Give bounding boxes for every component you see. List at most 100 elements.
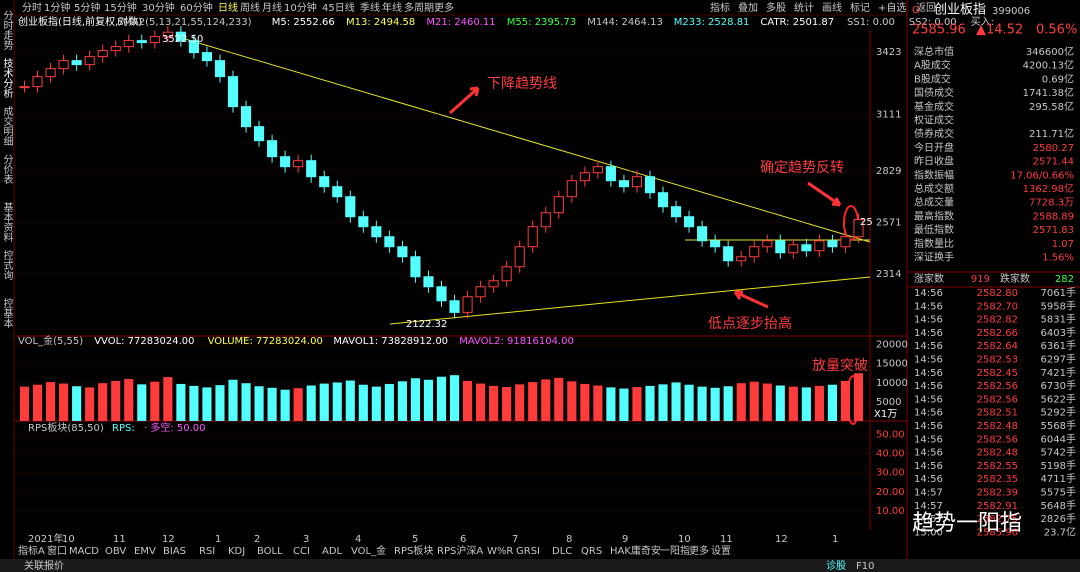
x-tick-label: 4 [355,534,361,545]
volume-bar [410,378,420,421]
tick-volume: 6044手 [1041,432,1076,445]
quote-label: 总成交量 [914,196,954,209]
indicator-value: VOL_金(5,55) [18,334,83,347]
tick-time: 14:56 [914,341,943,352]
x-tick-label: 7 [512,534,518,545]
volume-bar [215,385,225,421]
tick-time: 14:56 [914,421,943,432]
period-tab[interactable]: 30分钟 [142,1,175,14]
tool-button[interactable]: 多股 [766,1,786,14]
indicator-tab[interactable]: 窗口 [47,544,67,557]
breadth-value: 919 [971,274,990,285]
indicator-tab[interactable]: QRS [581,546,602,557]
side-tab[interactable]: 成交明细 [1,106,13,146]
candle [254,126,265,142]
indicator-tab[interactable]: RSI [199,546,215,557]
quote-value: 4200.13亿 [1023,59,1074,72]
period-tab[interactable]: 10分钟 [284,1,317,14]
side-tab[interactable]: 分时走势 [1,10,13,51]
volume-bar [580,383,590,421]
period-tab[interactable]: 5分钟 [74,1,100,14]
indicator-tab[interactable]: CCI [293,546,310,557]
quote-label: 总成交额 [914,182,954,195]
candle [553,196,564,214]
candle [214,60,226,78]
tick-time: 14:56 [914,301,943,312]
tool-button[interactable]: 指标 [710,1,730,14]
period-tab[interactable]: 周线 [240,1,260,14]
indicator-tab[interactable]: MACD [69,546,99,557]
status-button[interactable]: 诊股 [826,559,846,572]
tool-button[interactable]: 统计 [794,1,814,14]
indicator-value: MAVOL1: 73828912.00 [333,336,448,347]
indicator-tab[interactable]: RPS沪深A [437,544,483,557]
indicator-tab[interactable]: HAK庸奇安 [610,544,661,557]
indicator-tab[interactable]: EMV [134,546,156,557]
y-tick-label: 15000 [876,359,908,370]
indicator-tab[interactable]: W%R [487,546,513,557]
indicator-value: 创业板指(日线,前复权,对数) [18,15,142,28]
tick-time: 14:56 [914,461,943,472]
indicator-value: RPS板块(85,50) [28,421,104,434]
quote-value: 2571.83 [1033,225,1074,236]
indicator-tab[interactable]: BOLL [257,546,283,557]
quote-label: 指数振幅 [914,168,954,181]
indicator-tab[interactable]: 更多 [689,544,709,557]
indicator-tab[interactable]: BIAS [163,546,186,557]
period-tab[interactable]: 年线 [382,1,402,14]
period-tab[interactable]: 季线 [360,1,380,14]
tool-button[interactable]: +自选 [878,1,906,14]
period-tab[interactable]: 45日线 [322,1,355,14]
indicator-tab[interactable]: KDJ [228,546,245,557]
tick-price: 2582.66 [977,328,1018,339]
indicator-tab[interactable]: DLC [552,546,572,557]
candle [188,40,199,54]
period-tab[interactable]: 更多 [434,1,454,14]
side-tab[interactable]: 基本资料 [1,201,13,243]
period-tab[interactable]: 60分钟 [180,1,213,14]
indicator-tab[interactable]: ADL [322,546,343,557]
volume-bar [371,386,381,421]
indicator-value: VVOL: 77283024.00 [94,336,194,347]
period-tab[interactable]: 1分钟 [44,1,70,14]
watermark: 趋势一阳指 [912,511,1022,536]
tick-volume: 5958手 [1041,299,1076,312]
volume-bar [515,384,525,421]
side-tab[interactable]: 分价表 [1,154,13,185]
status-button[interactable]: F10 [856,561,874,572]
period-tab[interactable]: 15分钟 [104,1,137,14]
candle [267,140,278,158]
volume-bar [241,383,251,421]
volume-bar [150,381,160,421]
period-tab[interactable]: 多周期 [404,1,434,14]
annotation: 下降趋势线 [487,76,557,92]
trendline [174,35,871,243]
indicator-tab[interactable]: 指标A [18,544,45,557]
tool-button[interactable]: 画线 [822,1,842,14]
side-tab[interactable]: 技术分析 [1,57,13,99]
volume-bar [645,385,655,421]
side-tab[interactable]: 控基本 [1,297,13,329]
volume-bar [72,386,82,421]
volume-bar [32,384,43,421]
indicator-tab[interactable]: OBV [105,546,126,557]
volume-bar [632,387,642,421]
tick-price: 2582.53 [977,355,1018,366]
side-tab[interactable]: 控式询 [1,249,13,281]
period-tab[interactable]: 月线 [262,1,282,14]
tick-volume: 5292手 [1041,406,1076,419]
arrow [807,181,842,207]
volume-bar [19,386,30,421]
candle [449,300,460,313]
tool-button[interactable]: 返回 [916,2,936,14]
indicator-tab[interactable]: RPS板块 [394,544,433,557]
period-tab[interactable]: 日线 [218,1,238,14]
indicator-tab[interactable]: 一阳指 [660,544,690,557]
indicator-tab[interactable]: GRSI [516,546,540,557]
tool-button[interactable]: 叠加 [738,2,758,14]
candle [605,166,616,182]
indicator-tab[interactable]: 设置 [711,545,731,557]
indicator-tab[interactable]: VOL_金 [351,544,386,557]
tool-button[interactable]: 标记 [850,2,870,14]
period-tab[interactable]: 分时 [22,2,42,14]
